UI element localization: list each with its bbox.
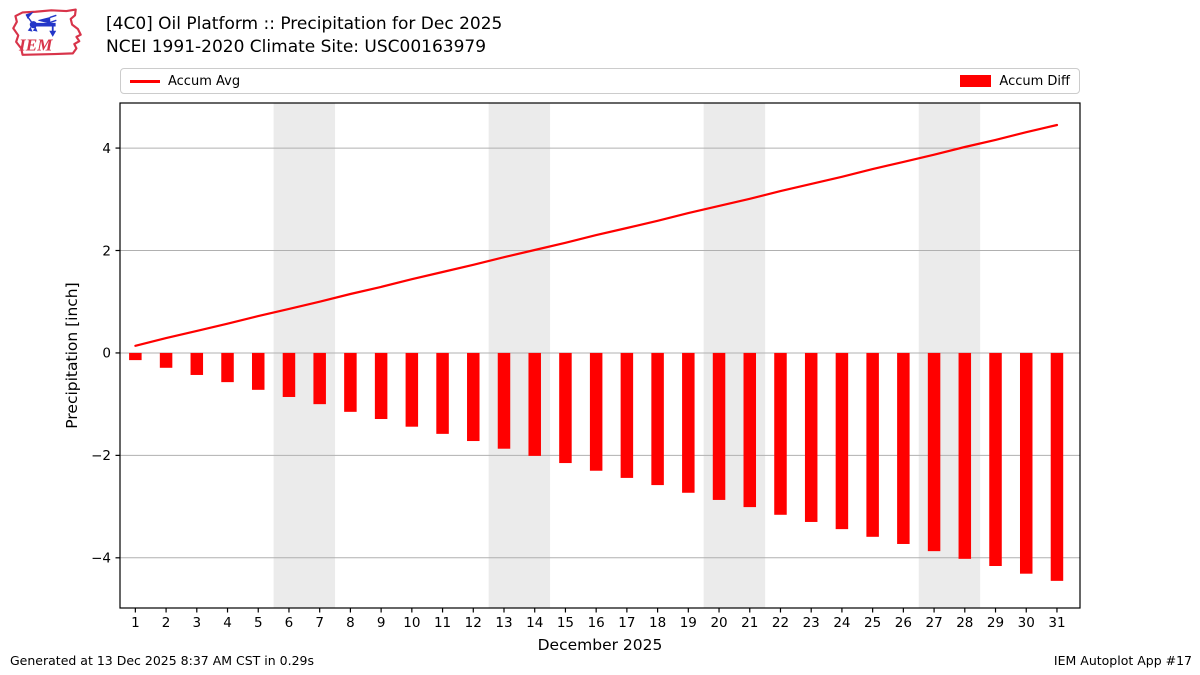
- accum-diff-bar: [251, 352, 265, 390]
- accum-diff-bar-swatch-icon: [960, 75, 992, 87]
- accum-diff-bar: [436, 352, 449, 434]
- accum-diff-bar: [804, 352, 818, 522]
- x-tick-label: 8: [346, 615, 355, 631]
- accum-diff-bar: [620, 352, 634, 478]
- y-tick-label: −4: [91, 551, 111, 567]
- x-tick-label: 6: [285, 615, 294, 631]
- accum-diff-bar: [866, 352, 879, 537]
- accum-diff-bar: [651, 352, 664, 486]
- x-tick-label: 12: [465, 615, 482, 631]
- accum-avg-line: [134, 123, 1059, 347]
- y-tick-label: −2: [91, 448, 111, 464]
- y-axis-title: Precipitation [inch]: [63, 282, 81, 428]
- legend-item-accum-diff: Accum Diff: [960, 74, 1070, 89]
- accum-diff-bar: [159, 352, 173, 368]
- precipitation-chart-plot: 1 2 3 4 5 6 7 8 9 10 11 12 13 14 15 16 17 18 19 20 21 22 23 24 2…: [63, 102, 1081, 654]
- y-tick-label: 2: [102, 243, 111, 259]
- x-tick-label: 17: [618, 615, 635, 631]
- x-tick-label: 29: [987, 615, 1004, 631]
- x-tick-label: 1: [131, 615, 140, 631]
- chart-legend: Accum Avg Accum Diff: [120, 68, 1080, 94]
- accum-diff-bar: [989, 352, 1002, 567]
- x-tick-label: 22: [772, 615, 789, 631]
- accum-diff-bar: [1050, 352, 1064, 581]
- accum-diff-bar: [1019, 352, 1033, 574]
- y-tick-label: 4: [102, 141, 111, 157]
- x-tick-label: 11: [434, 615, 451, 631]
- x-tick-label: 26: [895, 615, 912, 631]
- x-tick-label: 4: [223, 615, 232, 631]
- accum-diff-bar: [712, 352, 726, 500]
- accum-diff-bar: [497, 352, 511, 449]
- accum-diff-bar: [927, 352, 941, 552]
- accum-diff-bar: [682, 352, 695, 493]
- x-tick-label: 20: [710, 615, 727, 631]
- x-tick-label: 27: [925, 615, 942, 631]
- iem-logo: IEM: [12, 8, 82, 56]
- accum-diff-bar: [344, 352, 357, 412]
- accum-diff-bar: [282, 352, 296, 397]
- chart-title: [4C0] Oil Platform :: Precipitation for …: [106, 14, 503, 34]
- y-tick-label: 0: [102, 346, 111, 362]
- accum-diff-bar: [528, 352, 541, 456]
- accum-diff-bar: [897, 352, 910, 544]
- chart-subtitle: NCEI 1991-2020 Climate Site: USC00163979: [106, 37, 487, 57]
- accum-diff-bar: [190, 352, 204, 375]
- x-tick-label: 5: [254, 615, 263, 631]
- accum-diff-bar: [835, 352, 849, 530]
- x-tick-label: 31: [1048, 615, 1065, 631]
- accum-diff-bar: [774, 352, 787, 515]
- x-tick-label: 3: [193, 615, 202, 631]
- legend-item-accum-avg: Accum Avg: [130, 74, 240, 89]
- x-tick-label: 15: [557, 615, 574, 631]
- accum-diff-bar: [958, 352, 972, 559]
- accum-avg-line-swatch-icon: [130, 79, 160, 83]
- x-tick-label: 13: [495, 615, 512, 631]
- chart-header: [4C0] Oil Platform :: Precipitation for …: [106, 13, 502, 59]
- x-tick-label: 21: [741, 615, 758, 631]
- x-tick-label: 14: [526, 615, 543, 631]
- accum-diff-bar: [589, 352, 603, 471]
- accum-diff-bar: [743, 352, 757, 508]
- x-tick-label: 7: [315, 615, 324, 631]
- x-tick-label: 28: [956, 615, 973, 631]
- x-tick-label: 23: [803, 615, 820, 631]
- x-tick-label: 24: [833, 615, 850, 631]
- accum-diff-bar: [467, 352, 480, 442]
- iem-logo-text: IEM: [18, 36, 53, 55]
- accum-diff-bar: [374, 352, 388, 420]
- generated-timestamp: Generated at 13 Dec 2025 8:37 AM CST in …: [10, 653, 314, 668]
- plot-border: [119, 102, 1081, 609]
- x-tick-label: 19: [680, 615, 697, 631]
- x-axis-title: December 2025: [538, 636, 663, 654]
- accum-diff-bar: [221, 352, 234, 383]
- weather-vane-icon: [25, 11, 57, 37]
- legend-label-accum-avg: Accum Avg: [168, 73, 241, 89]
- x-tick-label: 30: [1018, 615, 1035, 631]
- autoplot-app-id: IEM Autoplot App #17: [1053, 653, 1192, 668]
- accum-diff-bar: [129, 352, 142, 361]
- x-tick-label: 2: [162, 615, 171, 631]
- x-tick-label: 18: [649, 615, 666, 631]
- legend-label-accum-diff: Accum Diff: [999, 73, 1070, 89]
- accum-diff-bar: [405, 352, 419, 427]
- accum-diff-bar: [313, 352, 326, 405]
- accum-diff-bar: [559, 352, 572, 464]
- x-tick-label: 25: [864, 615, 881, 631]
- x-tick-label: 10: [403, 615, 420, 631]
- x-tick-label: 16: [588, 615, 605, 631]
- x-tick-label: 9: [377, 615, 386, 631]
